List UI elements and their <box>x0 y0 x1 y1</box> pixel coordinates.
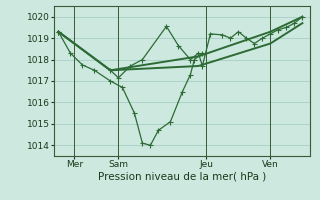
X-axis label: Pression niveau de la mer( hPa ): Pression niveau de la mer( hPa ) <box>98 172 267 182</box>
